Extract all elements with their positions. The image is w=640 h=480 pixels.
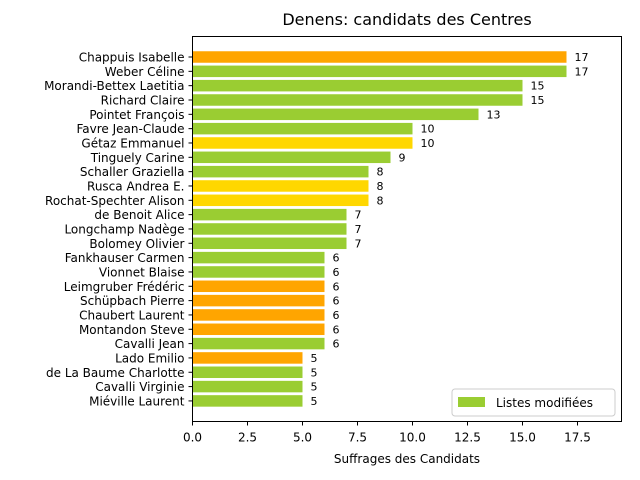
- y-tick-label: Pointet François: [89, 108, 184, 122]
- data-label: 6: [333, 338, 340, 351]
- data-label: 8: [377, 194, 384, 207]
- bar: [192, 237, 347, 250]
- y-tick-label: Montandon Steve: [79, 323, 185, 337]
- bar: [192, 194, 369, 207]
- data-label: 7: [355, 237, 362, 250]
- bar: [192, 65, 567, 78]
- y-tick-label: Chaubert Laurent: [79, 308, 185, 322]
- y-tick-label: Fankhauser Carmen: [65, 251, 185, 265]
- data-label: 5: [311, 352, 318, 365]
- bar: [192, 366, 303, 379]
- data-label: 6: [333, 266, 340, 279]
- y-tick-label: Cavalli Jean: [115, 337, 185, 351]
- x-axis: 0.0 2.5 5.0 7.5 10.0 12.5 15.0 17.5: [183, 421, 591, 445]
- data-label: 7: [355, 223, 362, 236]
- y-tick-label: Schaller Graziella: [80, 165, 185, 179]
- data-label: 17: [575, 65, 589, 78]
- data-label: 10: [421, 123, 435, 136]
- data-label: 8: [377, 180, 384, 193]
- data-label: 17: [575, 51, 589, 64]
- bar: [192, 395, 303, 407]
- legend-label: Listes modifiées: [496, 396, 593, 410]
- bar: [192, 51, 567, 63]
- bar: [192, 380, 303, 393]
- data-label: 10: [421, 137, 435, 150]
- bar: [192, 323, 325, 336]
- data-label: 6: [333, 323, 340, 336]
- data-label: 5: [311, 395, 318, 408]
- bar: [192, 79, 523, 92]
- y-tick-label: Vionnet Blaise: [99, 265, 185, 279]
- bar: [192, 223, 347, 235]
- x-tick-label: 17.5: [564, 431, 591, 445]
- y-tick-label: Chappuis Isabelle: [79, 51, 185, 65]
- y-tick-label: Tinguely Carine: [90, 151, 185, 165]
- y-tick-label: Rochat-Spechter Alison: [45, 194, 184, 208]
- y-tick-label: Morandi-Bettex Laetitia: [44, 79, 184, 93]
- bar: [192, 352, 303, 364]
- y-tick-label: Leimgruber Frédéric: [64, 280, 185, 294]
- bar: [192, 208, 347, 221]
- bar: [192, 280, 325, 293]
- bar: [192, 122, 413, 135]
- y-tick-label: Weber Céline: [105, 65, 185, 79]
- y-tick-label: de La Baume Charlotte: [46, 366, 185, 380]
- x-tick-label: 0.0: [183, 431, 202, 445]
- bar: [192, 94, 523, 106]
- x-axis-label: Suffrages des Candidats: [334, 452, 480, 466]
- data-label: 6: [333, 295, 340, 308]
- bar: [192, 266, 325, 278]
- data-label: 5: [311, 366, 318, 379]
- y-tick-label: Miéville Laurent: [89, 394, 185, 408]
- bar: [192, 294, 325, 307]
- legend: Listes modifiées: [451, 388, 616, 417]
- data-label: 13: [487, 108, 501, 121]
- bar: [192, 337, 325, 350]
- data-label: 9: [399, 151, 406, 164]
- y-tick-label: de Benoit Alice: [94, 208, 184, 222]
- y-tick-label: Cavalli Virginie: [95, 380, 184, 394]
- data-label: 15: [531, 80, 545, 93]
- x-tick-label: 10.0: [399, 431, 426, 445]
- x-tick-label: 2.5: [238, 431, 257, 445]
- bar: [192, 309, 325, 321]
- x-tick-label: 7.5: [348, 431, 367, 445]
- y-tick-label: Richard Claire: [101, 93, 185, 107]
- y-tick-label: Gétaz Emmanuel: [81, 136, 184, 150]
- y-tick-label: Longchamp Nadège: [64, 222, 184, 236]
- data-label: 6: [333, 252, 340, 265]
- bar: [192, 137, 413, 149]
- chart-title: Denens: candidats des Centres: [282, 10, 531, 29]
- data-label: 6: [333, 280, 340, 293]
- legend-box: [451, 388, 616, 417]
- y-tick-label: Bolomey Olivier: [89, 237, 184, 251]
- bar: [192, 251, 325, 264]
- y-tick-label: Schüpbach Pierre: [80, 294, 185, 308]
- bar: [192, 151, 391, 164]
- bar: [192, 165, 369, 178]
- x-tick-label: 15.0: [509, 431, 536, 445]
- data-label: 6: [333, 309, 340, 322]
- y-tick-label: Lado Emilio: [115, 351, 184, 365]
- bar: [192, 180, 369, 192]
- data-label: 5: [311, 381, 318, 394]
- data-label: 8: [377, 166, 384, 179]
- data-label: 7: [355, 209, 362, 222]
- bar: [192, 108, 479, 121]
- x-tick-label: 5.0: [293, 431, 312, 445]
- x-tick-label: 12.5: [454, 431, 481, 445]
- y-tick-label: Favre Jean-Claude: [76, 122, 184, 136]
- y-tick-label: Rusca Andrea E.: [87, 179, 184, 193]
- data-label: 15: [531, 94, 545, 107]
- legend-swatch: [458, 397, 485, 407]
